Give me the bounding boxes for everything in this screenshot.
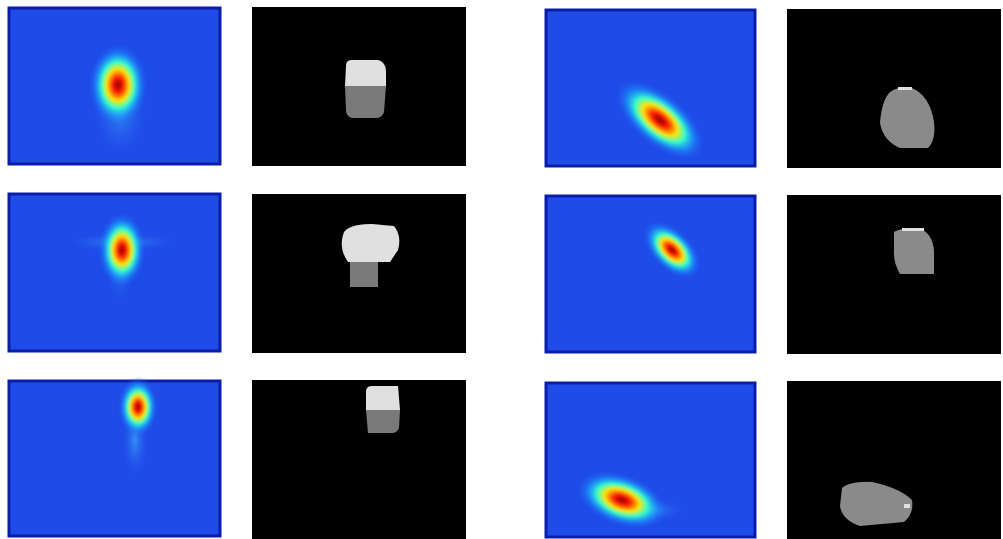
heatmap-panel bbox=[546, 383, 755, 539]
heatmap-panel bbox=[546, 196, 755, 352]
heatmap-panel bbox=[9, 377, 220, 536]
heatmap-panel bbox=[9, 194, 220, 351]
mask-region-light bbox=[898, 87, 912, 90]
figure-grid bbox=[0, 0, 1003, 539]
mask-panel bbox=[787, 9, 1001, 168]
heatmap-blob bbox=[88, 43, 148, 127]
mask-region-light bbox=[904, 504, 910, 508]
mask-region-dark bbox=[345, 86, 386, 118]
mask-panel bbox=[787, 195, 1001, 354]
mask-panel bbox=[787, 381, 1001, 539]
mask-region-dark bbox=[366, 410, 400, 433]
mask-region-dark bbox=[894, 228, 934, 274]
heatmap-background bbox=[9, 381, 220, 536]
mask-region-dark bbox=[350, 262, 378, 287]
heatmap-panel bbox=[546, 10, 755, 175]
mask-panel bbox=[252, 194, 466, 353]
mask-background bbox=[787, 195, 1001, 354]
mask-region-light bbox=[342, 224, 400, 262]
mask-panel bbox=[252, 7, 466, 166]
heatmap-blob bbox=[118, 377, 158, 437]
heatmap-panel bbox=[9, 8, 220, 164]
mask-background bbox=[252, 380, 466, 539]
heatmap-blob bbox=[98, 212, 146, 288]
mask-region-light bbox=[366, 386, 400, 410]
mask-region-light bbox=[345, 60, 386, 86]
mask-panel bbox=[252, 380, 466, 539]
heatmap-background bbox=[546, 196, 755, 352]
mask-region-light bbox=[902, 228, 924, 231]
page bbox=[0, 0, 1003, 539]
